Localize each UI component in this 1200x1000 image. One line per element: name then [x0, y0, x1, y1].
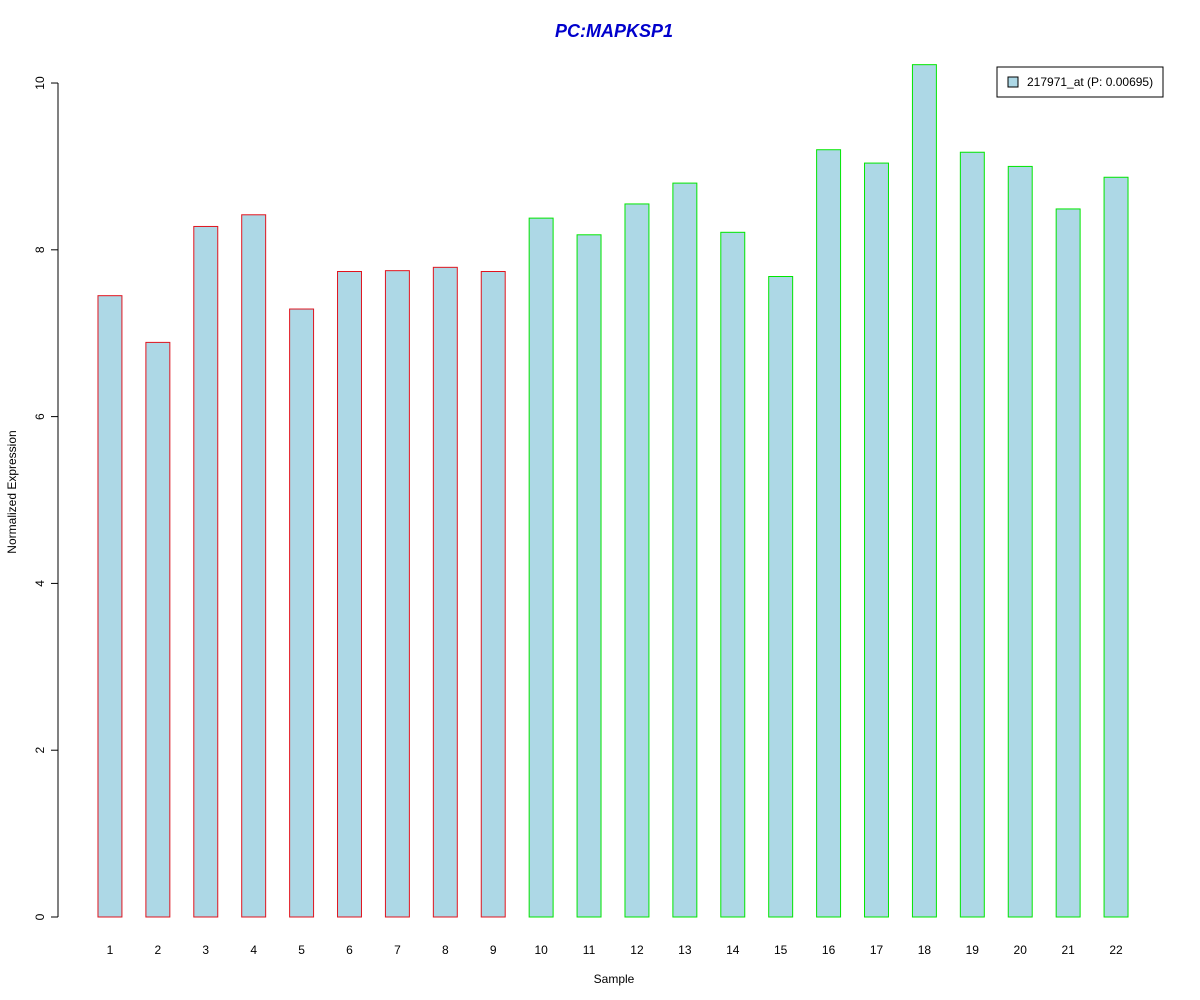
x-tick-label: 6 — [346, 943, 353, 957]
x-tick-label: 18 — [918, 943, 932, 957]
bar-sample-18 — [911, 64, 937, 918]
bar-sample-11 — [576, 234, 602, 918]
bar-sample-21 — [1055, 208, 1081, 918]
x-tick-label: 16 — [822, 943, 836, 957]
x-tick-label: 9 — [490, 943, 497, 957]
x-tick-label: 1 — [107, 943, 114, 957]
bar-sample-20 — [1007, 165, 1033, 918]
bar-sample-17 — [864, 162, 889, 918]
y-tick-label: 2 — [33, 747, 47, 754]
x-tick-label: 14 — [726, 943, 740, 957]
bar-sample-4 — [241, 214, 267, 918]
bar-sample-10 — [528, 217, 554, 918]
bar-sample-3 — [193, 225, 219, 918]
y-tick-label: 8 — [33, 246, 47, 253]
legend-label: 217971_at (P: 0.00695) — [1027, 75, 1153, 89]
legend-swatch — [1007, 76, 1019, 88]
x-tick-label: 19 — [966, 943, 980, 957]
bar-sample-16 — [816, 149, 842, 918]
y-tick-label: 4 — [33, 580, 47, 587]
x-tick-label: 2 — [155, 943, 162, 957]
bar-sample-22 — [1103, 176, 1129, 918]
y-tick-label: 10 — [33, 76, 47, 90]
bar-sample-7 — [384, 270, 410, 918]
chart-title: PC:MAPKSP1 — [555, 21, 673, 41]
legend-box — [996, 66, 1164, 98]
x-tick-label: 22 — [1109, 943, 1123, 957]
x-tick-label: 8 — [442, 943, 449, 957]
bar-sample-8 — [432, 266, 458, 918]
x-tick-label: 3 — [202, 943, 209, 957]
x-tick-label: 11 — [583, 943, 596, 957]
bar-sample-6 — [337, 270, 362, 918]
bar-sample-2 — [145, 341, 171, 918]
bar-group — [97, 64, 1129, 918]
x-tick-label: 17 — [870, 943, 884, 957]
legend: 217971_at (P: 0.00695) — [996, 66, 1164, 98]
y-tick-label: 6 — [33, 413, 47, 420]
x-tick-label: 20 — [1014, 943, 1028, 957]
x-tick-label: 5 — [298, 943, 305, 957]
y-axis: 0 2 4 6 8 10 — [33, 76, 59, 920]
x-tick-label: 21 — [1061, 943, 1075, 957]
bar-sample-12 — [624, 203, 650, 918]
bar-sample-13 — [672, 182, 698, 918]
bar-sample-15 — [768, 276, 794, 918]
x-tick-label: 4 — [250, 943, 257, 957]
x-axis-title: Sample — [594, 972, 635, 986]
bar-sample-19 — [959, 151, 985, 918]
bar-sample-1 — [97, 295, 123, 918]
bar-sample-9 — [480, 270, 506, 918]
y-tick-label: 0 — [33, 913, 47, 920]
bar-sample-5 — [289, 308, 315, 918]
x-axis-tick-labels: 1 2 3 4 5 6 7 8 9 10 11 12 13 14 15 16 17 18 19 20 21 22 — [107, 943, 1123, 957]
x-tick-label: 10 — [534, 943, 548, 957]
bar-sample-14 — [720, 231, 746, 918]
x-tick-label: 12 — [630, 943, 644, 957]
x-tick-label: 15 — [774, 943, 788, 957]
x-tick-label: 13 — [678, 943, 692, 957]
y-axis-title: Normalized Expression — [5, 430, 19, 553]
x-tick-label: 7 — [394, 943, 401, 957]
